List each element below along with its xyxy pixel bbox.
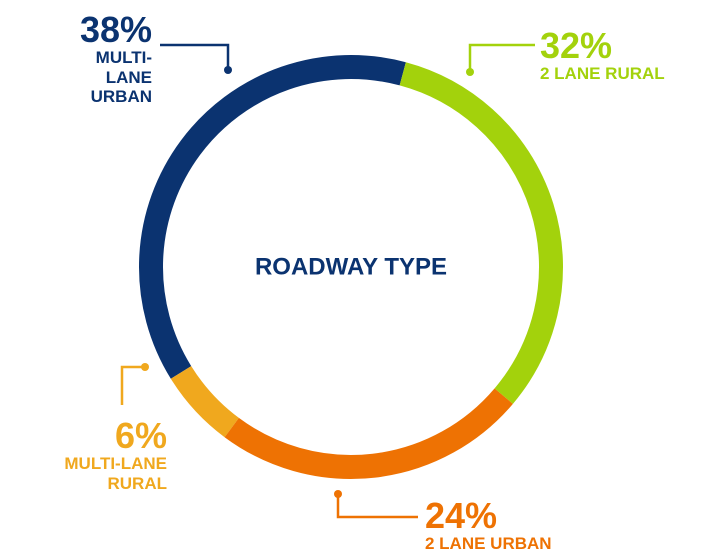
category-label: MULTI-LANE RURAL: [64, 454, 167, 493]
leader-line: [120, 365, 145, 405]
value-label: 6%: [114, 415, 167, 456]
value-label: 38%: [79, 9, 152, 50]
leaders: [120, 43, 535, 519]
label-group: 6% MULTI-LANE RURAL: [20, 418, 167, 493]
category-label: MULTI-LANE URBAN: [90, 48, 152, 107]
leader-dot: [334, 490, 342, 498]
donut-segment: [399, 62, 563, 404]
leader-line: [160, 43, 230, 70]
donut-segment: [170, 365, 240, 438]
label-group: 32% 2 LANE RURAL: [540, 28, 700, 84]
label-group: 38% MULTI-LANE URBAN: [20, 12, 152, 107]
leader-dot: [224, 66, 232, 74]
category-label: 2 LANE RURAL: [540, 64, 665, 83]
value-label: 32%: [540, 25, 613, 66]
category-label: 2 LANE URBAN: [425, 534, 552, 553]
donut-segment: [139, 55, 406, 379]
label-group: 24% 2 LANE URBAN: [425, 498, 625, 554]
leader-line: [468, 43, 535, 72]
leader-dot: [141, 363, 149, 371]
chart-title: ROADWAY TYPE: [255, 253, 447, 280]
leader-line: [336, 494, 418, 519]
value-label: 24%: [425, 495, 498, 536]
donut-segment: [224, 388, 513, 479]
leader-dot: [466, 68, 474, 76]
